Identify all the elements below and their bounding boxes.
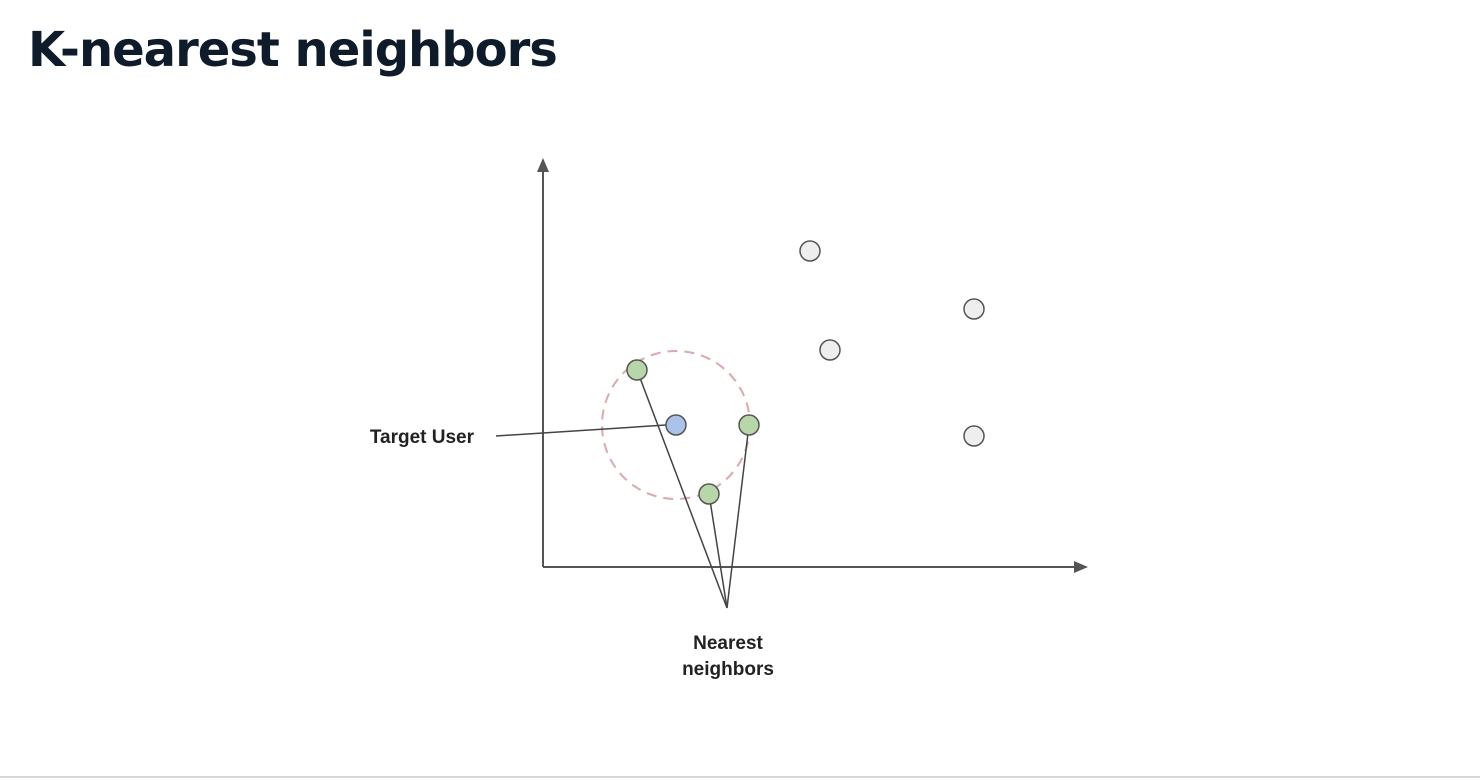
other-point xyxy=(963,298,985,320)
target-user-pointer-line xyxy=(495,424,667,437)
neighbor-point xyxy=(738,414,760,436)
other-point xyxy=(799,240,821,262)
neighbor-pointer-line xyxy=(708,493,728,609)
neighbor-pointer-line xyxy=(726,424,750,609)
target-user-point xyxy=(665,414,687,436)
neighbor-point xyxy=(698,483,720,505)
neighbor-point xyxy=(626,359,648,381)
target-user-label: Target User xyxy=(370,427,475,448)
nearest-neighbors-label-line2: neighbors xyxy=(682,659,774,680)
nearest-neighbors-label-line1: Nearest xyxy=(693,633,763,654)
other-point xyxy=(963,425,985,447)
slide-title: K-nearest neighbors xyxy=(28,22,558,78)
bottom-divider xyxy=(0,776,1480,778)
neighbor-pointer-line xyxy=(636,369,728,609)
other-point xyxy=(819,339,841,361)
